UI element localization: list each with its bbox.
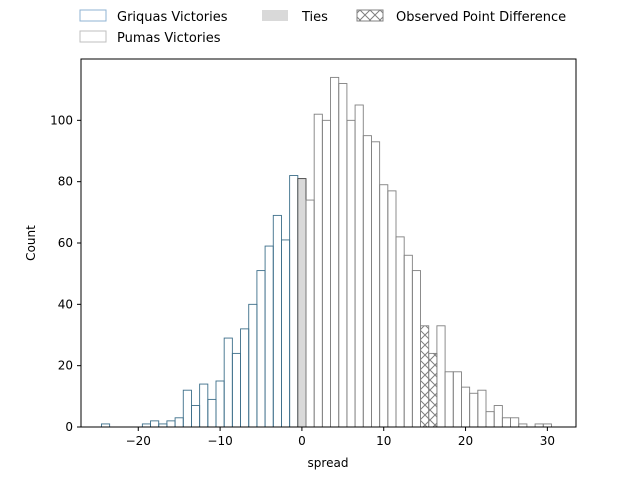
bar-pumas-victories-26 <box>510 417 520 427</box>
legend-label-ties: Ties <box>301 10 328 25</box>
bar-pumas-victories-13 <box>403 254 413 427</box>
bar-pumas-victories-5 <box>338 83 348 427</box>
plot-frame <box>80 58 577 428</box>
x-tick-label: 30 <box>540 434 555 448</box>
bar-griquas-victories--10 <box>215 380 225 427</box>
bar-pumas-victories-16 <box>428 352 438 427</box>
bar-pumas-victories-10 <box>379 184 389 427</box>
y-tick-label: 20 <box>58 359 73 373</box>
y-axis-label: Count <box>24 225 38 261</box>
bar-griquas-victories--13 <box>191 405 201 427</box>
bar-pumas-victories-2 <box>313 113 323 427</box>
bar-pumas-victories-21 <box>469 392 479 427</box>
bar-pumas-victories-17 <box>436 325 446 427</box>
bar-pumas-victories-8 <box>362 135 372 427</box>
legend: Griquas Victories Ties Observed Point Di… <box>79 9 566 46</box>
bar-pumas-victories-9 <box>371 141 381 427</box>
bar-pumas-victories-15 <box>420 325 430 427</box>
bars-group <box>101 76 552 427</box>
y-tick-label: 60 <box>58 236 73 250</box>
bar-pumas-victories-22 <box>477 389 487 427</box>
legend-label-pumas: Pumas Victories <box>117 31 221 46</box>
bar-griquas-victories--6 <box>248 303 258 427</box>
bar-griquas-victories--4 <box>264 245 274 427</box>
y-tick-label: 40 <box>58 297 73 311</box>
bar-griquas-victories--8 <box>231 352 241 427</box>
bar-ties-0 <box>297 178 307 427</box>
bar-pumas-victories-23 <box>485 411 495 427</box>
y-axis-ticks: 0 20 40 60 80 100 <box>50 113 81 434</box>
bar-pumas-victories-11 <box>387 190 397 427</box>
bar-pumas-victories-14 <box>411 270 421 427</box>
bar-griquas-victories--11 <box>207 398 217 427</box>
bar-pumas-victories-6 <box>346 119 356 427</box>
bar-griquas-victories--5 <box>256 270 266 427</box>
y-tick-label: 0 <box>65 420 73 434</box>
bar-griquas-victories--16 <box>166 420 176 427</box>
legend-swatch-pumas <box>79 30 107 43</box>
x-tick-label: 20 <box>458 434 473 448</box>
bar-pumas-victories-4 <box>330 76 340 427</box>
bar-pumas-victories-18 <box>444 371 454 427</box>
bar-pumas-victories-25 <box>501 417 511 427</box>
x-axis-ticks: −20 −10 0 10 20 30 <box>126 427 555 448</box>
bar-griquas-victories--3 <box>272 214 282 427</box>
y-tick-label: 100 <box>50 113 73 127</box>
x-tick-label: 0 <box>298 434 306 448</box>
bar-pumas-victories-20 <box>461 386 471 427</box>
legend-label-griquas: Griquas Victories <box>117 10 228 25</box>
y-tick-label: 80 <box>58 175 73 189</box>
bar-pumas-victories-19 <box>452 371 462 427</box>
x-axis-label: spread <box>308 456 349 470</box>
bar-griquas-victories--12 <box>199 383 209 427</box>
bar-griquas-victories--2 <box>281 239 291 427</box>
bar-pumas-victories-3 <box>321 119 331 427</box>
bar-griquas-victories--15 <box>174 417 184 427</box>
bar-griquas-victories--18 <box>150 420 160 427</box>
legend-swatch-ties <box>262 10 288 21</box>
legend-swatch-griquas <box>79 9 107 22</box>
bar-griquas-victories--7 <box>240 328 250 427</box>
bar-pumas-victories-12 <box>395 236 405 427</box>
x-tick-label: −10 <box>207 434 232 448</box>
x-tick-label: −20 <box>126 434 151 448</box>
legend-swatch-observed <box>356 9 384 22</box>
legend-label-observed: Observed Point Difference <box>396 10 566 25</box>
bar-pumas-victories-7 <box>354 104 364 427</box>
bar-griquas-victories--14 <box>182 389 192 427</box>
bar-griquas-victories--9 <box>223 337 233 427</box>
bar-pumas-victories-24 <box>493 405 503 427</box>
bar-pumas-victories-1 <box>305 199 315 427</box>
bar-griquas-victories--1 <box>289 175 299 427</box>
x-tick-label: 10 <box>376 434 391 448</box>
